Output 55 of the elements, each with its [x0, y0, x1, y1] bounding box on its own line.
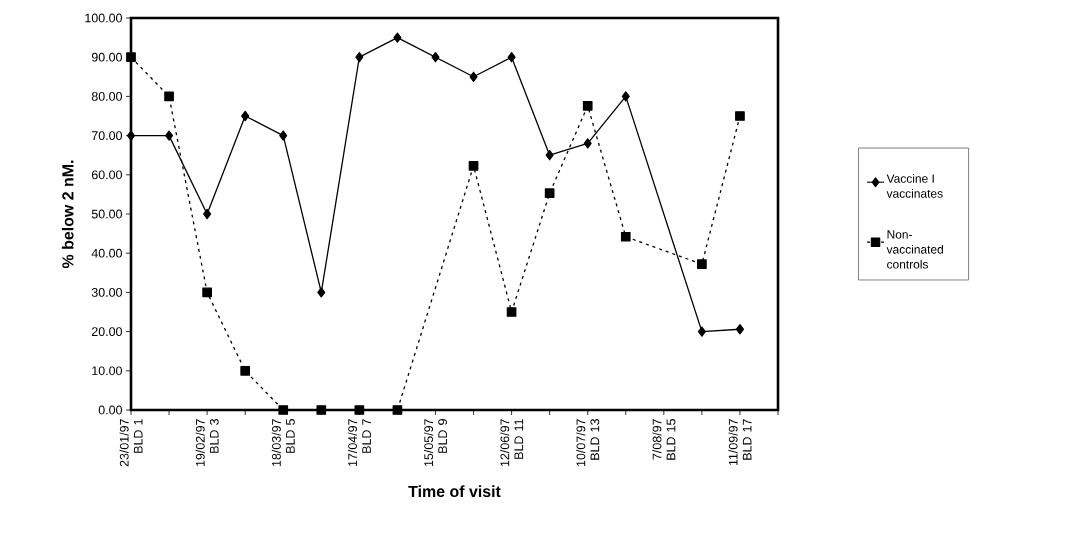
point — [316, 405, 327, 415]
point — [583, 138, 592, 149]
point — [431, 52, 440, 63]
point — [620, 231, 631, 242]
x-tick-label: 11/09/97 BLD 17 — [728, 419, 752, 466]
y-tick-label: 60.00 — [91, 170, 122, 180]
y-tick-label: 10.00 — [92, 366, 122, 376]
point — [392, 405, 403, 415]
point — [126, 130, 136, 141]
y-tick-label: 70.00 — [91, 131, 122, 141]
point — [697, 326, 706, 337]
y-axis-title: % below 2 nM. — [61, 160, 74, 269]
x-tick-label: 12/06/97 BLD 11 — [500, 419, 524, 467]
y-tick-label: 0.00 — [98, 405, 122, 415]
point — [355, 52, 364, 63]
legend-label: Non-vaccinated controls — [886, 230, 943, 269]
point — [582, 100, 593, 111]
point — [278, 405, 289, 415]
y-tick-label: 20.00 — [91, 327, 122, 337]
x-tick-label: 17/04/97 BLD 7 — [347, 419, 371, 467]
point — [468, 160, 479, 171]
point — [203, 208, 212, 220]
x-tick-label: 18/03/97 BLD 5 — [271, 419, 295, 467]
point — [240, 365, 251, 376]
point — [621, 91, 630, 102]
point — [735, 111, 745, 121]
y-tick-label: 90.00 — [91, 52, 122, 62]
x-tick-label: 7/08/97 BLD 15 — [652, 419, 676, 460]
y-tick-label: 80.00 — [91, 92, 122, 101]
point — [165, 130, 174, 141]
point — [735, 324, 744, 335]
point — [126, 52, 136, 63]
point — [354, 405, 365, 415]
x-tick-label: 23/01/97 BLD 1 — [119, 419, 143, 467]
point — [164, 91, 174, 102]
y-tick-label: 40.00 — [91, 248, 122, 258]
x-tick-label: 19/02/97 BLD 3 — [195, 419, 219, 467]
y-tick-label: 50.00 — [91, 209, 122, 219]
point — [241, 110, 250, 122]
point — [393, 32, 402, 43]
point — [545, 150, 554, 161]
point — [469, 71, 478, 82]
point — [507, 52, 516, 63]
y-tick-label: 30.00 — [91, 288, 122, 297]
point — [202, 287, 212, 298]
point — [317, 287, 326, 298]
point — [279, 130, 288, 141]
x-tick-label: 10/07/97 BLD 13 — [576, 419, 600, 467]
point — [544, 188, 555, 199]
x-tick-label: 15/05/97 BLD 9 — [423, 419, 448, 467]
x-axis-title: Time of visit — [408, 485, 501, 498]
point — [697, 259, 707, 270]
legend-label: Vaccine I vaccinates — [886, 174, 943, 198]
point — [506, 307, 517, 317]
y-tick-label: 100.00 — [85, 13, 122, 23]
